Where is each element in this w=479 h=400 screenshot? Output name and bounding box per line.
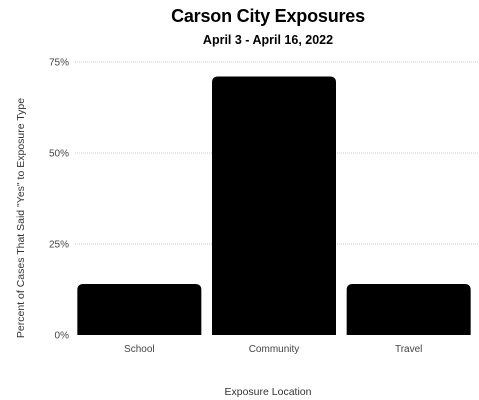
x-axis-ticks: School Community Travel — [124, 344, 422, 355]
bar-school — [77, 284, 202, 335]
x-tick-label-school: School — [124, 344, 155, 355]
y-tick-label: 75% — [49, 58, 69, 69]
y-tick-label: 50% — [49, 149, 69, 160]
bars — [77, 76, 471, 335]
chart-subtitle: April 3 - April 16, 2022 — [202, 33, 334, 47]
bar-community — [212, 76, 336, 335]
x-tick-label-community: Community — [249, 344, 300, 355]
x-axis-title: Exposure Location — [225, 386, 312, 398]
y-tick-label: 0% — [55, 331, 70, 342]
y-axis-title: Percent of Cases That Said "Yes" to Expo… — [15, 98, 27, 338]
y-tick-label: 25% — [49, 240, 69, 251]
bar-travel — [346, 284, 471, 335]
chart-title: Carson City Exposures — [171, 6, 365, 26]
y-axis-ticks: 0% 25% 50% 75% — [49, 58, 69, 342]
x-tick-label-travel: Travel — [395, 344, 422, 355]
